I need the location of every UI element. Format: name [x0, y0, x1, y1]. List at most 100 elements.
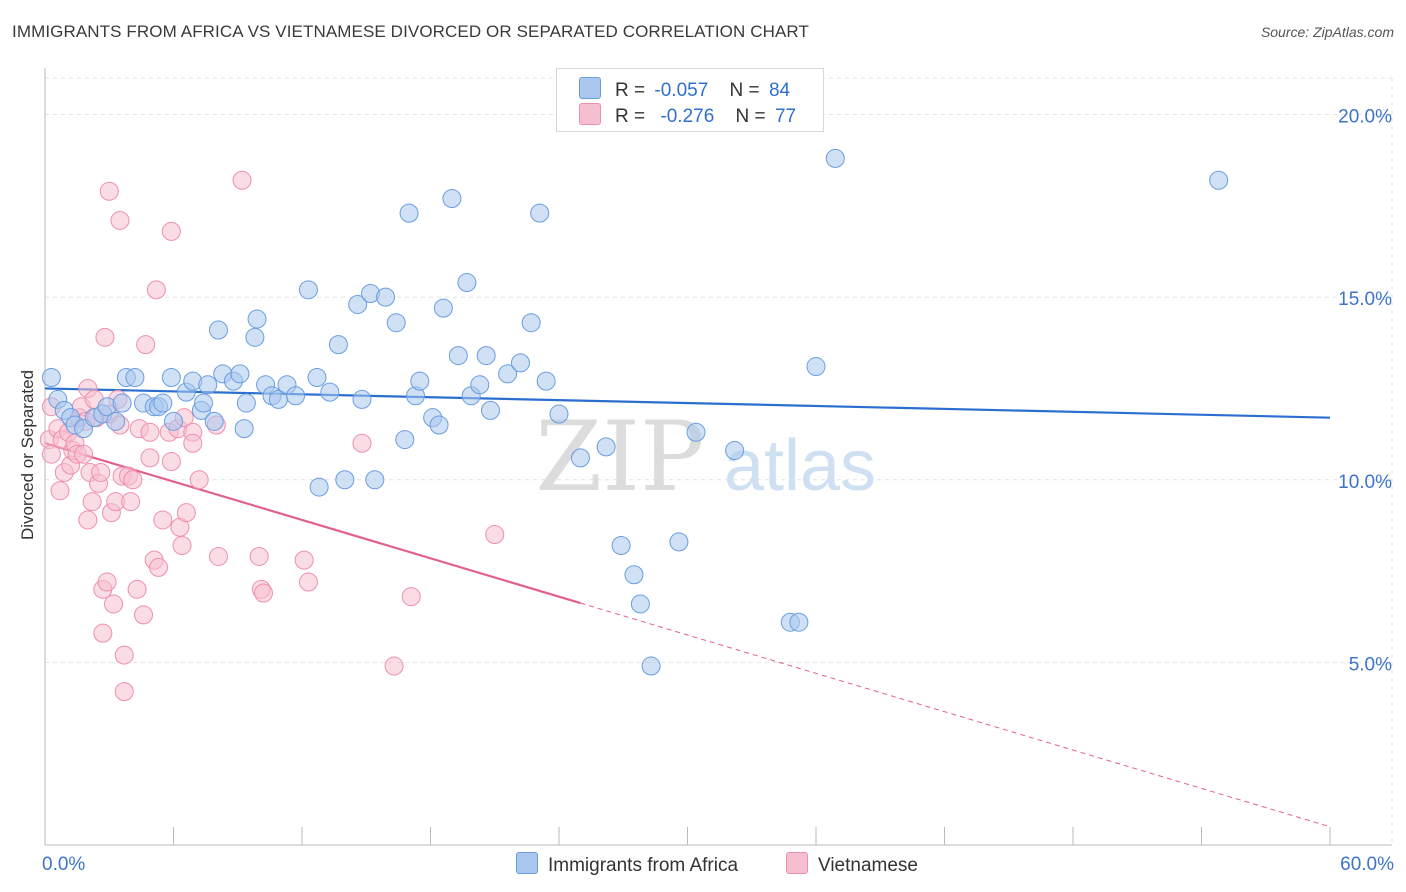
data-point: [401, 587, 421, 607]
x-tick-label: 0.0%: [42, 854, 85, 875]
data-point: [198, 375, 218, 395]
data-point: [384, 656, 404, 676]
data-point: [245, 327, 265, 347]
legend-n-label: N =: [729, 80, 760, 101]
data-point: [114, 682, 134, 702]
legend-item-africa[interactable]: Immigrants from Africa: [516, 852, 738, 877]
data-point: [596, 437, 616, 457]
data-point: [121, 492, 141, 512]
data-point: [134, 605, 154, 625]
data-point: [298, 572, 318, 592]
points-vietnamese: [39, 170, 505, 702]
data-point: [91, 462, 111, 482]
gridlines: [45, 77, 1393, 845]
data-point: [611, 536, 631, 556]
data-point: [161, 367, 181, 387]
legend-row-vietnamese: R = -0.276 N = 77: [579, 103, 796, 127]
data-point: [204, 411, 224, 431]
data-point: [686, 422, 706, 442]
data-point: [825, 148, 845, 168]
data-point: [140, 422, 160, 442]
data-point: [457, 273, 477, 293]
data-point: [410, 371, 430, 391]
legend-r-label: R =: [615, 80, 646, 101]
data-point: [41, 367, 61, 387]
data-point: [114, 645, 134, 665]
data-point: [630, 594, 650, 614]
data-point: [470, 375, 490, 395]
data-point: [328, 335, 348, 355]
data-point: [307, 367, 327, 387]
data-point: [153, 393, 173, 413]
data-point: [125, 367, 145, 387]
data-point: [530, 203, 550, 223]
source-label: Source: ZipAtlas.com: [1260, 24, 1394, 40]
data-point: [549, 404, 569, 424]
data-point: [536, 371, 556, 391]
data-point: [93, 623, 113, 643]
data-point: [352, 389, 372, 409]
data-point: [193, 393, 213, 413]
legend-n-value-africa: 84: [768, 80, 791, 101]
data-point: [123, 470, 143, 490]
legend-item-vietnamese[interactable]: Vietnamese: [786, 852, 918, 877]
data-point: [232, 170, 252, 190]
data-point: [82, 492, 102, 512]
data-point: [510, 353, 530, 373]
data-point: [127, 579, 147, 599]
data-point: [236, 393, 256, 413]
legend-swatch-africa: [579, 77, 601, 99]
data-point: [189, 470, 209, 490]
legend-r-label: R =: [615, 106, 646, 127]
data-point: [498, 364, 518, 384]
data-point: [247, 309, 267, 329]
y-tick-label: 5.0%: [1349, 654, 1392, 675]
data-point: [641, 656, 661, 676]
data-point: [789, 612, 809, 632]
data-point: [208, 546, 228, 566]
data-point: [95, 327, 115, 347]
trend-line-dashed: [580, 602, 1331, 828]
legend-swatch-vietnamese: [786, 852, 808, 874]
y-tick-label: 15.0%: [1338, 289, 1392, 310]
data-point: [112, 393, 132, 413]
data-point: [399, 203, 419, 223]
data-point: [253, 583, 273, 603]
data-point: [176, 503, 196, 523]
data-point: [376, 287, 396, 307]
data-point: [97, 572, 117, 592]
data-point: [521, 313, 541, 333]
tick-labels: 5.0% 10.0% 15.0% 20.0% 0.0% 60.0%: [42, 107, 1394, 875]
data-point: [1209, 170, 1229, 190]
data-point: [476, 346, 496, 366]
data-point: [161, 221, 181, 241]
data-point: [395, 430, 415, 450]
y-tick-label: 10.0%: [1338, 472, 1392, 493]
data-point: [669, 532, 689, 552]
data-point: [183, 433, 203, 453]
data-point: [335, 470, 355, 490]
legend-swatch-africa: [516, 852, 538, 874]
data-point: [99, 181, 119, 201]
data-point: [50, 481, 70, 501]
correlation-legend: R = -0.057 N = 84 R = -0.276 N = 77: [556, 68, 824, 132]
trend-line-africa: [44, 387, 1331, 419]
data-point: [485, 525, 505, 545]
data-point: [348, 294, 368, 314]
data-point: [172, 536, 192, 556]
legend-n-label: N =: [735, 106, 766, 127]
points-africa: [41, 148, 1229, 676]
y-tick-label: 20.0%: [1338, 107, 1392, 128]
y-axis-label: Divorced or Separated: [18, 370, 37, 540]
data-point: [570, 448, 590, 468]
data-point: [161, 452, 181, 471]
data-point: [164, 411, 183, 431]
legend-swatch-vietnamese: [579, 103, 601, 125]
data-point: [41, 444, 61, 464]
data-point: [320, 382, 340, 402]
data-point: [136, 335, 156, 355]
legend-label-vietnamese: Vietnamese: [818, 855, 918, 876]
data-point: [286, 386, 306, 406]
data-point: [74, 444, 94, 464]
